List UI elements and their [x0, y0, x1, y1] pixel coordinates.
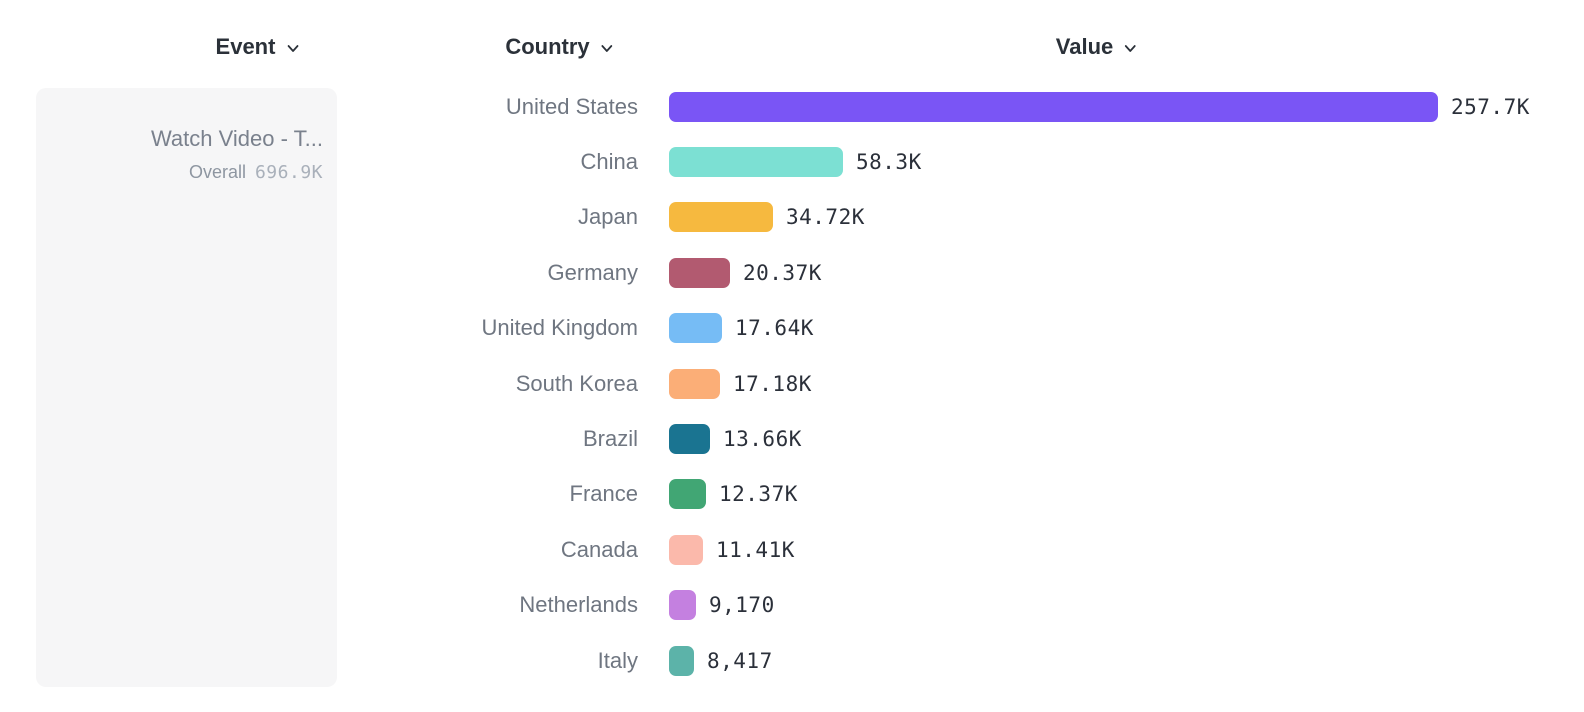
value-bar[interactable]	[669, 91, 1438, 122]
country-label: Italy	[597, 647, 638, 673]
chart-row: United Kingdom 17.64K	[0, 301, 1584, 356]
country-column-header[interactable]: Country	[505, 34, 614, 60]
value-label: 12.37K	[719, 482, 798, 507]
value-bar[interactable]	[669, 424, 710, 455]
value-column-label: Value	[1055, 34, 1114, 59]
value-label: 58.3K	[856, 150, 922, 175]
country-label: Japan	[578, 204, 638, 230]
country-label: United Kingdom	[481, 315, 638, 341]
chevron-down-icon	[1123, 41, 1138, 56]
event-column-label: Event	[215, 34, 276, 59]
chart-row: South Korea 17.18K	[0, 356, 1584, 411]
value-bar[interactable]	[669, 534, 703, 565]
event-metric-value: 696.9K	[254, 161, 323, 183]
chart-row: Italy 8,417	[0, 633, 1584, 688]
country-label: United States	[505, 93, 638, 119]
value-bar[interactable]	[669, 313, 722, 344]
chart-row: Japan 34.72K	[0, 190, 1584, 245]
value-bar[interactable]	[669, 590, 696, 621]
chevron-down-icon	[285, 41, 300, 56]
value-label: 9,170	[709, 593, 775, 618]
value-label: 257.7K	[1451, 94, 1530, 119]
chart-row: China 58.3K	[0, 134, 1584, 189]
bar-chart: United States 257.7K China 58.3K Japan 34.72K…	[0, 79, 1584, 688]
value-bar[interactable]	[669, 479, 706, 510]
event-column-header[interactable]: Event	[216, 34, 301, 60]
country-label: Netherlands	[519, 592, 638, 618]
country-label: Germany	[547, 259, 638, 285]
value-bar[interactable]	[669, 368, 720, 399]
event-metric: Overall 696.9K	[50, 162, 323, 183]
value-label: 11.41K	[716, 537, 795, 562]
country-label: South Korea	[515, 370, 638, 396]
country-column-label: Country	[505, 34, 590, 59]
value-bar[interactable]	[669, 257, 730, 288]
chart-row: United States 257.7K	[0, 79, 1584, 134]
chart-row: Germany 20.37K	[0, 245, 1584, 300]
value-bar[interactable]	[669, 202, 773, 233]
value-label: 8,417	[707, 648, 773, 673]
event-metric-label: Overall	[188, 161, 246, 182]
value-column-header[interactable]: Value	[1056, 34, 1138, 60]
value-label: 34.72K	[786, 205, 865, 230]
event-title: Watch Video - T...	[150, 126, 323, 151]
value-label: 20.37K	[743, 260, 822, 285]
chart-row: Canada 11.41K	[0, 522, 1584, 577]
value-label: 13.66K	[723, 427, 802, 452]
value-label: 17.64K	[735, 316, 814, 341]
value-label: 17.18K	[733, 371, 812, 396]
chart-row: Brazil 13.66K	[0, 411, 1584, 466]
country-label: France	[569, 481, 638, 507]
chart-row: France 12.37K	[0, 467, 1584, 522]
chevron-down-icon	[600, 41, 615, 56]
country-label: Brazil	[582, 426, 638, 452]
country-label: China	[580, 149, 638, 175]
value-bar[interactable]	[669, 147, 843, 178]
value-bar[interactable]	[669, 645, 694, 676]
country-label: Canada	[560, 536, 638, 562]
chart-row: Netherlands 9,170	[0, 578, 1584, 633]
event-card[interactable]: Watch Video - T... Overall 696.9K	[36, 88, 337, 687]
